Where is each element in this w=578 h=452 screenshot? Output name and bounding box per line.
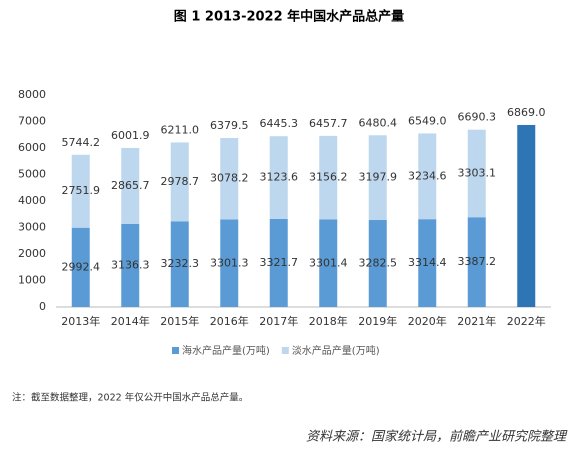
value-label: 3232.3 bbox=[161, 257, 200, 270]
bar-segment bbox=[170, 142, 189, 222]
bar-segment bbox=[418, 219, 437, 307]
value-label: 3123.6 bbox=[260, 171, 299, 184]
x-tick-label: 2017年 bbox=[259, 314, 298, 328]
total-label: 6211.0 bbox=[161, 123, 200, 136]
bar-segment bbox=[418, 133, 437, 220]
total-label: 6549.0 bbox=[408, 114, 447, 127]
total-label: 5744.2 bbox=[62, 136, 101, 149]
bar-segment bbox=[71, 227, 90, 307]
x-tick-label: 2016年 bbox=[210, 314, 249, 328]
value-label: 2978.7 bbox=[161, 175, 200, 188]
x-tick-label: 2013年 bbox=[61, 314, 100, 328]
value-label: 2992.4 bbox=[62, 260, 101, 273]
legend-swatch bbox=[172, 347, 179, 354]
x-tick-label: 2015年 bbox=[160, 314, 199, 328]
x-tick-label: 2018年 bbox=[309, 314, 348, 328]
total-label: 6480.4 bbox=[359, 116, 398, 129]
bar-segment bbox=[319, 219, 338, 307]
total-label: 6379.5 bbox=[210, 119, 249, 132]
bar-segment bbox=[220, 137, 239, 220]
total-label: 6690.3 bbox=[458, 111, 497, 124]
x-tick-label: 2021年 bbox=[457, 314, 496, 328]
source: 资料来源：国家统计局，前瞻产业研究院整理 bbox=[306, 429, 568, 445]
bar-segment bbox=[170, 221, 189, 307]
x-tick-label: 2022年 bbox=[507, 314, 546, 328]
chart-title: 图 1 2013-2022 年中国水产品总产量 bbox=[174, 9, 404, 25]
x-tick-label: 2019年 bbox=[358, 314, 397, 328]
value-label: 3234.6 bbox=[408, 169, 447, 182]
legend-swatch bbox=[281, 347, 289, 354]
value-label: 3197.9 bbox=[359, 171, 398, 184]
bar-segment bbox=[269, 136, 288, 219]
bar-segment bbox=[121, 147, 140, 224]
value-label: 3282.5 bbox=[359, 257, 398, 270]
note: 注：截至数据整理，2022 年仅公开中国水产品总产量。 bbox=[12, 392, 248, 404]
value-label: 2865.7 bbox=[111, 179, 150, 192]
value-label: 3314.4 bbox=[408, 256, 447, 269]
value-label: 3303.1 bbox=[458, 166, 497, 179]
y-tick-label: 8000 bbox=[18, 88, 46, 101]
bar bbox=[517, 124, 536, 307]
y-tick-label: 6000 bbox=[18, 141, 46, 154]
bar-segment bbox=[71, 154, 90, 228]
bar-segment bbox=[269, 218, 288, 307]
y-tick-label: 5000 bbox=[18, 168, 46, 181]
bar-segment bbox=[368, 135, 387, 221]
y-tick-label: 1000 bbox=[18, 274, 46, 287]
y-tick-label: 7000 bbox=[18, 115, 46, 128]
total-label: 6001.9 bbox=[111, 129, 150, 142]
total-label: 6869.0 bbox=[507, 106, 546, 119]
y-tick-label: 2000 bbox=[18, 247, 46, 260]
value-label: 2751.9 bbox=[62, 184, 101, 197]
total-label: 6445.3 bbox=[260, 117, 299, 130]
y-tick-label: 0 bbox=[39, 300, 46, 313]
value-label: 3136.3 bbox=[111, 258, 150, 271]
value-label: 3078.2 bbox=[210, 172, 249, 185]
total-label: 6457.7 bbox=[309, 117, 348, 130]
bar-segment bbox=[467, 129, 486, 218]
legend-label: 淡水产品产量(万吨) bbox=[292, 344, 380, 357]
y-tick-label: 3000 bbox=[18, 221, 46, 234]
bar-segment bbox=[319, 135, 338, 220]
value-label: 3301.4 bbox=[309, 256, 348, 269]
bar-segment bbox=[368, 220, 387, 307]
bar-segment bbox=[121, 223, 140, 307]
value-label: 3301.3 bbox=[210, 256, 249, 269]
bar-segment bbox=[467, 217, 486, 307]
value-label: 3321.7 bbox=[260, 256, 299, 269]
y-tick-label: 4000 bbox=[18, 194, 46, 207]
bar-segment bbox=[220, 219, 239, 307]
x-tick-label: 2020年 bbox=[408, 314, 447, 328]
legend-label: 海水产品产量(万吨) bbox=[182, 344, 270, 357]
value-label: 3156.2 bbox=[309, 171, 348, 184]
value-label: 3387.2 bbox=[458, 255, 497, 268]
x-tick-label: 2014年 bbox=[111, 314, 150, 328]
